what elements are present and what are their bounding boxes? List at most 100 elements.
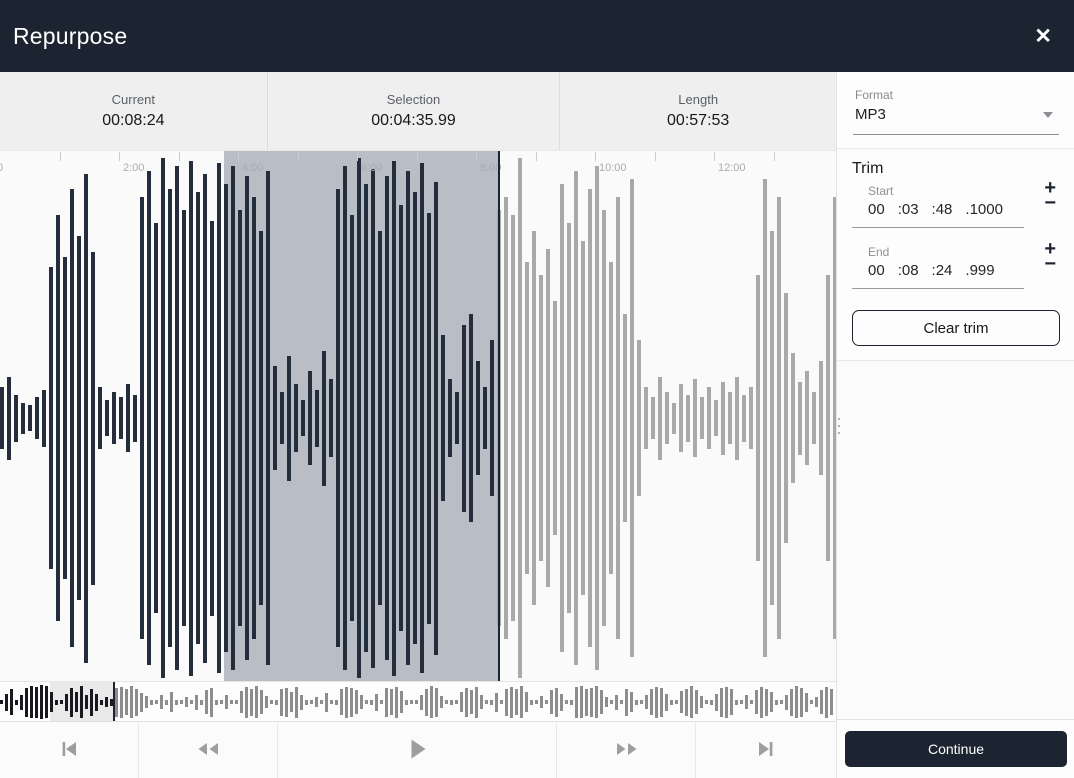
panel-resize-handle[interactable]: [836, 418, 841, 434]
minimap-bar: [240, 691, 243, 713]
minimap-bar: [430, 686, 433, 718]
trim-start-seconds[interactable]: :48: [931, 201, 953, 218]
minimap-bar: [195, 695, 198, 710]
minimap-bar: [175, 700, 178, 705]
trim-end-minutes[interactable]: :08: [897, 262, 919, 279]
waveform-bar: [70, 189, 74, 647]
trim-end-stepper: + −: [1042, 237, 1058, 275]
rewind-button[interactable]: [139, 722, 278, 778]
skip-end-button[interactable]: [696, 722, 835, 778]
minimap-bar: [455, 700, 458, 704]
waveform-bar: [126, 384, 130, 452]
timeline-tick: [416, 152, 418, 161]
close-icon[interactable]: ✕: [1034, 24, 1052, 48]
minimap-bar: [385, 688, 388, 717]
waveform-bar: [189, 161, 193, 676]
waveform-bar: [224, 184, 228, 652]
waveform-bar: [735, 377, 739, 460]
skip-start-button[interactable]: [0, 722, 139, 778]
minimap-bar: [685, 689, 688, 716]
waveform-bar: [245, 176, 249, 660]
minimap-bar: [755, 690, 758, 714]
minimap-bar: [160, 695, 163, 709]
minimap-bar: [395, 687, 398, 718]
minimap-bar: [830, 689, 833, 715]
minimap-bar: [515, 689, 518, 715]
minimap-bar: [40, 685, 43, 719]
minimap-bar: [620, 700, 623, 704]
minimap-strip[interactable]: [0, 681, 836, 722]
transport-bar: [0, 722, 836, 778]
playhead-line[interactable]: [498, 151, 500, 681]
minimap-bar: [635, 700, 638, 705]
timeline-tick: [773, 152, 775, 161]
minimap-bar: [495, 693, 498, 712]
waveform-bar: [679, 384, 683, 452]
minimap-bar: [535, 700, 538, 704]
trim-end-input[interactable]: 00 :08 :24 .999: [868, 262, 1024, 279]
waveform-bar: [770, 231, 774, 605]
minimap-bar: [145, 696, 148, 708]
minimap-bar: [655, 687, 658, 718]
minimap-bar: [50, 692, 53, 712]
trim-end-hours[interactable]: 00: [868, 262, 885, 279]
waveform-bar: [350, 215, 354, 621]
minimap-bar: [315, 697, 318, 707]
minimap-bar: [20, 695, 23, 710]
timeline-tick: [238, 152, 239, 161]
trim-start-hours[interactable]: 00: [868, 201, 885, 218]
minimap-bar: [650, 689, 653, 715]
trim-end-increment-icon[interactable]: +: [1044, 237, 1056, 260]
waveform-bar: [658, 377, 662, 460]
minimap-bar: [425, 689, 428, 716]
minimap-bar: [80, 686, 83, 718]
waveform-bar: [553, 301, 557, 535]
waveform-bar: [784, 293, 788, 543]
waveform-bar: [329, 379, 333, 457]
waveform-bar: [91, 252, 95, 585]
minimap-bar: [525, 692, 528, 712]
minimap-bar: [95, 694, 98, 711]
waveform-view[interactable]: 0 2:00 4:00 6:00 8:00 10:00 12:00: [0, 150, 836, 681]
trim-start-increment-icon[interactable]: +: [1044, 176, 1056, 199]
minimap-bar: [65, 694, 68, 711]
trim-start-minutes[interactable]: :03: [897, 201, 919, 218]
waveform-bar: [14, 395, 18, 442]
panel-spacer: [837, 361, 1074, 719]
minimap-bar: [695, 690, 698, 714]
trim-end-seconds[interactable]: :24: [931, 262, 953, 279]
trim-start-decrement-icon[interactable]: −: [1044, 191, 1056, 214]
trim-start-input[interactable]: 00 :03 :48 .1000: [868, 201, 1024, 218]
fast-forward-icon: [614, 739, 639, 762]
minimap-bar: [790, 689, 793, 716]
selection-region[interactable]: [224, 151, 500, 681]
timeline-label: 10:00: [599, 162, 627, 174]
waveform-bar: [476, 361, 480, 475]
stat-selection: Selection 00:04:35.99: [268, 72, 561, 150]
play-button[interactable]: [278, 722, 557, 778]
waveform-bar: [196, 192, 200, 644]
minimap-bar: [715, 694, 718, 711]
waveform-bar: [427, 213, 431, 624]
clear-trim-button[interactable]: Clear trim: [852, 310, 1060, 346]
trim-start-fraction[interactable]: .1000: [965, 201, 1003, 218]
modal-header: Repurpose ✕: [0, 0, 1074, 72]
minimap-bar: [275, 700, 278, 705]
minimap-bar: [205, 690, 208, 714]
continue-button[interactable]: Continue: [845, 731, 1067, 767]
format-select[interactable]: Format MP3: [853, 88, 1059, 135]
minimap-bar: [725, 687, 728, 718]
waveform-bar: [203, 174, 207, 663]
waveform-bar: [147, 171, 151, 665]
waveform-bar: [112, 392, 116, 444]
minimap-bar: [465, 688, 468, 717]
fast-forward-button[interactable]: [557, 722, 696, 778]
waveform-bar: [322, 351, 326, 486]
minimap-bar: [140, 693, 143, 712]
trim-end-decrement-icon[interactable]: −: [1044, 252, 1056, 275]
minimap-bar: [135, 689, 138, 716]
minimap-bar: [470, 690, 473, 714]
minimap-bar: [215, 700, 218, 705]
trim-end-fraction[interactable]: .999: [965, 262, 995, 279]
trim-start-label: Start: [868, 184, 894, 198]
